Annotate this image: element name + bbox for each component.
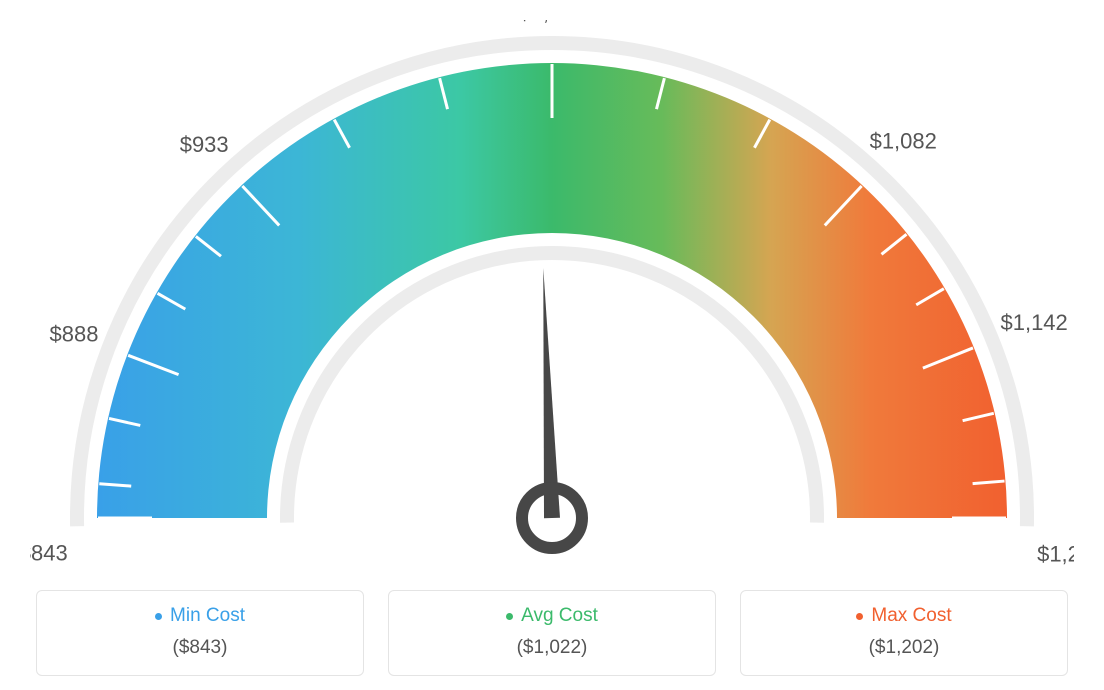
legend-head-min: Min Cost [47, 605, 353, 627]
gauge-tick-label: $843 [30, 541, 68, 566]
gauge-area: $843 $888 $933 $1,022 $1,082 $1,142 $1,202 [30, 20, 1074, 580]
gauge-tick-label: $933 [180, 132, 229, 157]
gauge-needle [543, 268, 560, 518]
legend-value-max: ($1,202) [751, 637, 1057, 659]
cost-gauge-chart: $843 $888 $933 $1,022 $1,082 $1,142 $1,202 Min… [0, 0, 1104, 690]
gauge-tick-label: $1,082 [870, 128, 937, 153]
legend-value-min: ($843) [47, 637, 353, 659]
legend-card-avg: Avg Cost ($1,022) [388, 590, 716, 676]
gauge-tick-label: $1,202 [1037, 541, 1074, 566]
dot-icon-avg [506, 613, 513, 620]
legend-value-avg: ($1,022) [399, 637, 705, 659]
legend-card-min: Min Cost ($843) [36, 590, 364, 676]
dot-icon-min [155, 613, 162, 620]
legend-label-min: Min Cost [170, 605, 245, 627]
legend-label-max: Max Cost [871, 605, 951, 627]
legend-label-avg: Avg Cost [521, 605, 598, 627]
gauge-tick-label: $1,022 [518, 20, 585, 25]
gauge-svg: $843 $888 $933 $1,022 $1,082 $1,142 $1,202 [30, 20, 1074, 580]
gauge-tick-label: $1,142 [1000, 310, 1067, 335]
legend-head-max: Max Cost [751, 605, 1057, 627]
dot-icon-max [856, 613, 863, 620]
legend-card-max: Max Cost ($1,202) [740, 590, 1068, 676]
legend-head-avg: Avg Cost [399, 605, 705, 627]
legend-row: Min Cost ($843) Avg Cost ($1,022) Max Co… [30, 590, 1074, 676]
gauge-tick-label: $888 [50, 322, 99, 347]
